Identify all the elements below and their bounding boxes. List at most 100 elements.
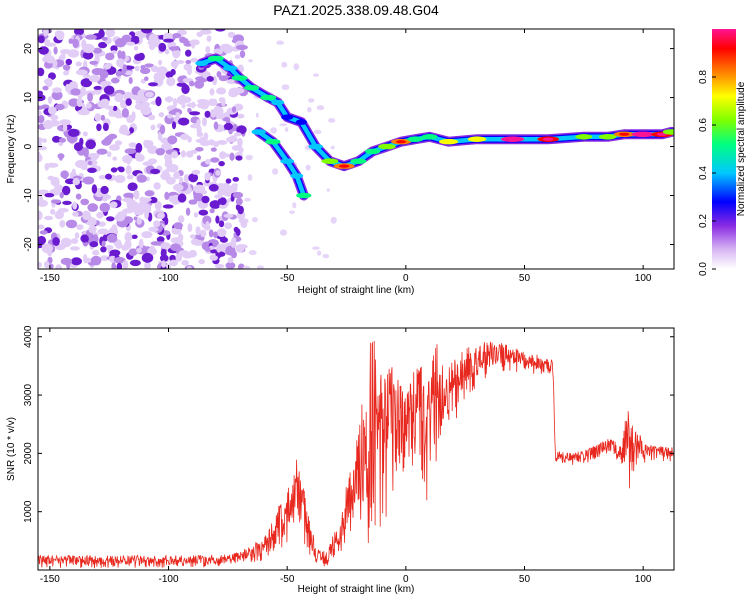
spectrogram-ridge-peak bbox=[396, 140, 407, 144]
spectrogram-noise-blob bbox=[43, 29, 49, 37]
spectrogram-noise-blob bbox=[150, 124, 156, 131]
spectrogram-noise-blob bbox=[127, 182, 138, 191]
spectrogram-noise-blob bbox=[222, 44, 234, 54]
spectrogram-noise-blob bbox=[178, 176, 184, 184]
spectrogram-noise-blob bbox=[75, 61, 83, 67]
spectrogram-noise-blob bbox=[38, 224, 45, 230]
spectrogram-noise-blob bbox=[61, 185, 71, 196]
spectrogram-ridge-point bbox=[295, 119, 307, 125]
spectrogram-noise-blob bbox=[191, 169, 201, 175]
spectrogram-noise-blob bbox=[112, 105, 118, 111]
spectrogram-noise-blob bbox=[177, 193, 187, 203]
spectrogram-noise-blob bbox=[106, 216, 115, 222]
spectrogram-noise-blob bbox=[164, 157, 173, 166]
spectrogram-noise-blob bbox=[68, 98, 80, 107]
spectrogram-noise-blob bbox=[270, 127, 277, 134]
spectrogram-noise-blob bbox=[100, 114, 106, 121]
spectrogram-noise-blob bbox=[38, 46, 49, 55]
spectrogram-noise-blob bbox=[80, 198, 90, 206]
spectrogram-noise-blob bbox=[118, 167, 125, 173]
spectrogram-ridge-point bbox=[195, 60, 209, 67]
spectrogram-noise-blob bbox=[308, 98, 315, 103]
spectrogram-noise-blob bbox=[330, 145, 335, 150]
spectrogram-ridge-point bbox=[208, 55, 224, 62]
spectrogram-ridge-point bbox=[281, 114, 294, 120]
spectrogram-y-tick-label: -10 bbox=[23, 188, 34, 203]
spectrogram-noise-blob bbox=[207, 100, 218, 106]
spectrogram-ridge-point bbox=[308, 143, 323, 150]
spectrogram-noise-blob bbox=[158, 112, 165, 118]
spectrogram-noise-blob bbox=[186, 265, 192, 269]
spectrogram-noise-blob bbox=[111, 224, 118, 235]
spectrogram-noise-blob bbox=[82, 51, 94, 60]
spectrogram-noise-blob bbox=[173, 222, 183, 230]
spectrogram-noise-blob bbox=[75, 159, 87, 169]
spectrogram-noise-blob bbox=[202, 117, 207, 127]
spectrogram-noise-blob bbox=[219, 203, 228, 209]
spectrogram-ridge-point bbox=[407, 136, 424, 142]
spectrogram-noise-blob bbox=[235, 204, 241, 211]
spectrogram-noise-blob bbox=[326, 188, 330, 192]
spectrogram-ridge-peak bbox=[338, 164, 350, 168]
spectrogram-noise-blob bbox=[189, 234, 196, 239]
colorbar-ticks: 0.0 0.2 0.4 0.6 0.8 bbox=[698, 70, 716, 276]
spectrogram-noise-blob bbox=[85, 102, 92, 109]
spectrogram-noise-blob bbox=[72, 178, 81, 186]
spectrogram-noise-blob bbox=[72, 211, 79, 217]
spectrogram-noise-blob bbox=[204, 172, 211, 181]
spectrogram-noise-blob bbox=[216, 87, 227, 95]
spectrogram-noise-blob bbox=[46, 162, 59, 168]
spectrogram-noise-blob bbox=[75, 69, 88, 76]
spectrogram-ridge-point bbox=[231, 75, 248, 81]
spectrogram-noise-blob bbox=[158, 42, 167, 52]
spectrogram-noise-blob bbox=[191, 42, 196, 49]
spectrogram-noise-blob bbox=[115, 70, 123, 77]
spectrogram-noise-blob bbox=[328, 118, 336, 123]
spectrogram-noise-blob bbox=[209, 208, 215, 214]
spectrogram-marks bbox=[38, 29, 674, 269]
spectrogram-noise-blob bbox=[77, 109, 90, 116]
spectrogram-noise-blob bbox=[200, 140, 210, 147]
spectrogram-noise-blob bbox=[139, 196, 147, 203]
spectrogram-noise-blob bbox=[147, 145, 158, 154]
spectrogram-noise-blob bbox=[127, 201, 136, 207]
spectrogram-noise-blob bbox=[150, 65, 159, 73]
spectrogram-noise-blob bbox=[135, 151, 142, 161]
colorbar-tick-label: 0.2 bbox=[698, 214, 709, 228]
spectrogram-branch-point bbox=[280, 158, 295, 164]
spectrogram-noise-blob bbox=[187, 66, 192, 76]
spectrogram-noise-blob bbox=[153, 220, 161, 228]
spectrogram-noise-blob bbox=[232, 87, 245, 94]
spectrogram-noise-blob bbox=[178, 117, 190, 126]
page-title: PAZ1.2025.338.09.48.G04 bbox=[273, 2, 439, 18]
spectrogram-noise-blob bbox=[227, 257, 234, 264]
spectrogram-noise-blob bbox=[103, 85, 115, 95]
spectrogram-noise-blob bbox=[166, 177, 176, 185]
snr-x-tick-label: -50 bbox=[280, 574, 295, 585]
spectrogram-noise-blob bbox=[144, 261, 151, 269]
spectrogram-noise-blob bbox=[188, 199, 198, 205]
spectrogram-noise-blob bbox=[198, 209, 209, 216]
spectrogram-noise-blob bbox=[142, 161, 154, 167]
spectrogram-noise-blob bbox=[235, 197, 243, 206]
spectrogram-noise-blob bbox=[105, 173, 112, 180]
spectrogram-noise-blob bbox=[101, 36, 108, 41]
spectrogram-noise-blob bbox=[124, 148, 137, 155]
spectrogram-noise-blob bbox=[105, 105, 114, 110]
spectrogram-y-ticks: -20 -10 0 10 20 bbox=[23, 43, 674, 252]
spectrogram-noise-blob bbox=[80, 234, 89, 243]
spectrogram-noise-blob bbox=[45, 77, 53, 88]
spectrogram-noise-blob bbox=[109, 201, 118, 209]
spectrogram-noise-blob bbox=[49, 119, 60, 127]
spectrogram-ridge-peak bbox=[619, 132, 630, 136]
spectrogram-noise-blob bbox=[175, 112, 180, 118]
spectrogram-noise-blob bbox=[82, 131, 88, 137]
spectrogram-noise-blob bbox=[189, 111, 201, 116]
spectrogram-noise-blob bbox=[219, 236, 228, 243]
colorbar-tick-label: 0.4 bbox=[698, 166, 709, 180]
spectrogram-noise-blob bbox=[292, 202, 297, 209]
spectrogram-noise-blob bbox=[114, 213, 126, 222]
spectrogram-noise-blob bbox=[149, 196, 158, 204]
spectrogram-noise-blob bbox=[168, 46, 181, 51]
spectrogram-noise-blob bbox=[122, 260, 129, 269]
